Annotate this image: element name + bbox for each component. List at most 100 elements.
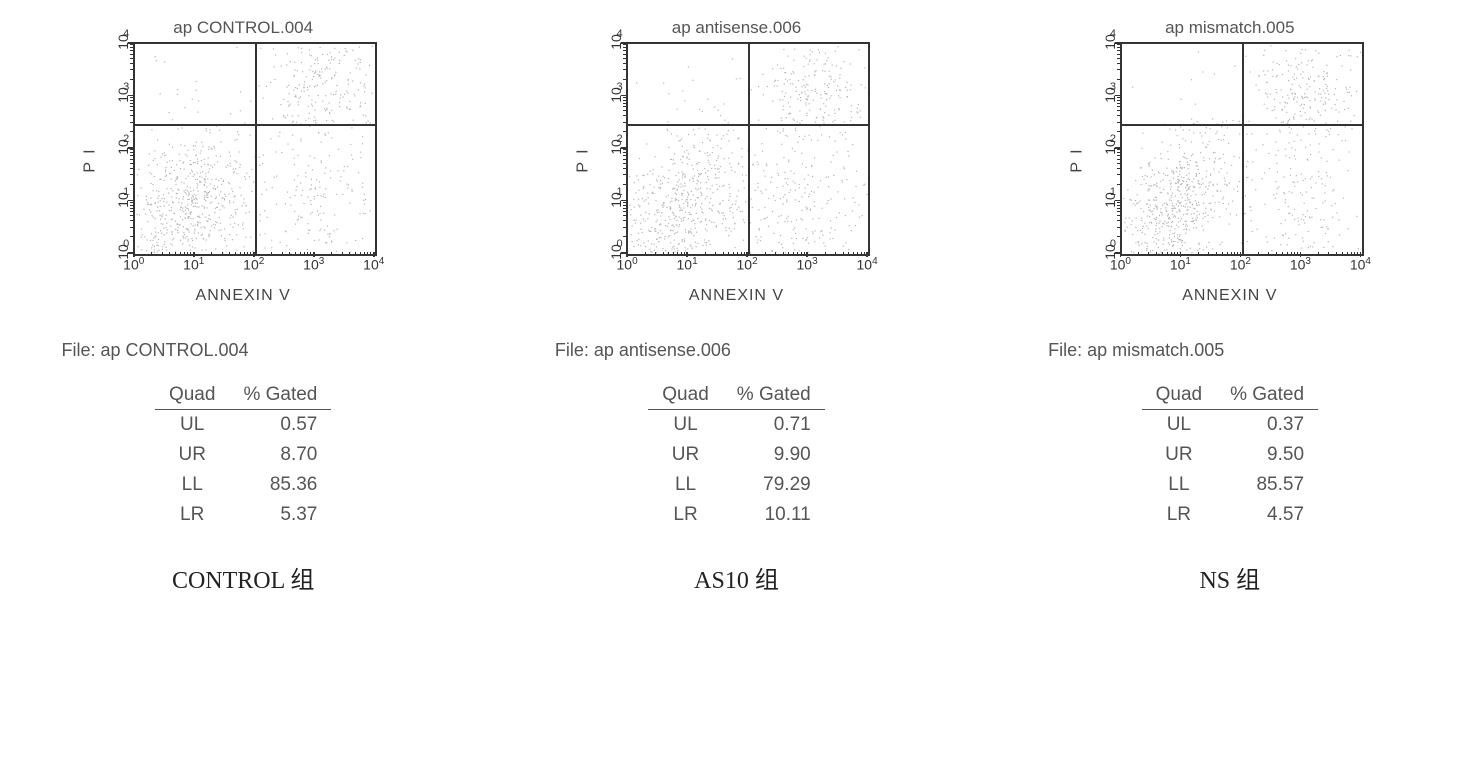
x-tick-mark [686, 252, 688, 257]
x-tick-mark [193, 252, 195, 257]
y-minor-tick [623, 106, 626, 107]
x-tick-label: 102 [243, 256, 264, 273]
x-tick-label: 103 [1290, 256, 1311, 273]
y-minor-tick [1117, 215, 1120, 216]
table-header-quad: Quad [1142, 381, 1216, 410]
x-minor-tick [360, 252, 361, 255]
y-minor-tick [623, 227, 626, 228]
plot-wrapper: ap mismatch.005 P I 10010110210310410010… [1060, 20, 1400, 300]
x-tick-mark [313, 252, 315, 257]
plot-title: ap antisense.006 [672, 18, 802, 38]
x-minor-tick [162, 252, 163, 255]
y-minor-tick [623, 215, 626, 216]
x-tick-mark [1120, 252, 1122, 257]
x-minor-tick [681, 252, 682, 255]
x-minor-tick [1162, 252, 1163, 255]
x-minor-tick [728, 252, 729, 255]
x-minor-tick [1354, 252, 1355, 255]
x-minor-tick [797, 252, 798, 255]
x-tick-mark [1240, 252, 1242, 257]
figure-container: ap CONTROL.004 P I 100101102103104100101… [37, 20, 1437, 595]
y-tick-exp: 4 [616, 28, 622, 40]
y-tick-mark [621, 200, 626, 202]
y-minor-tick [1117, 58, 1120, 59]
y-minor-tick [1117, 163, 1120, 164]
x-tick-label: 104 [1350, 256, 1371, 273]
y-minor-tick [623, 131, 626, 132]
y-minor-tick [623, 155, 626, 156]
y-minor-tick [130, 110, 133, 111]
y-minor-tick [623, 63, 626, 64]
y-minor-tick [623, 79, 626, 80]
x-tick-mark [373, 252, 375, 257]
plot-wrapper: ap CONTROL.004 P I 100101102103104100101… [73, 20, 413, 300]
y-minor-tick [130, 220, 133, 221]
y-tick-exp: 4 [1110, 28, 1116, 40]
x-minor-tick [848, 252, 849, 255]
x-minor-tick [1342, 252, 1343, 255]
quadrant-divider-vertical [748, 44, 750, 254]
x-minor-tick [151, 252, 152, 255]
x-minor-tick [864, 252, 865, 255]
x-minor-tick [1282, 252, 1283, 255]
x-minor-tick [733, 252, 734, 255]
y-minor-tick [623, 168, 626, 169]
x-minor-tick [861, 252, 862, 255]
y-tick-mark [128, 200, 133, 202]
y-minor-tick [130, 174, 133, 175]
y-minor-tick [623, 50, 626, 51]
y-minor-tick [1117, 63, 1120, 64]
x-minor-tick [1357, 252, 1358, 255]
y-minor-tick [1117, 69, 1120, 70]
y-minor-tick [623, 208, 626, 209]
y-minor-tick [130, 159, 133, 160]
x-minor-tick [1171, 252, 1172, 255]
x-minor-tick [349, 252, 350, 255]
y-minor-tick [130, 236, 133, 237]
y-tick-mark [128, 95, 133, 97]
y-minor-tick [1117, 227, 1120, 228]
table-header-quad: Quad [155, 381, 229, 410]
x-minor-tick [187, 252, 188, 255]
x-minor-tick [1156, 252, 1157, 255]
y-minor-tick [623, 58, 626, 59]
y-minor-tick [1117, 54, 1120, 55]
y-minor-tick [1117, 184, 1120, 185]
y-tick-mark [621, 42, 626, 44]
x-minor-tick [788, 252, 789, 255]
x-minor-tick [367, 252, 368, 255]
y-tick-mark [1115, 200, 1120, 202]
y-minor-tick [623, 163, 626, 164]
x-minor-tick [1231, 252, 1232, 255]
y-minor-tick [130, 50, 133, 51]
quadrant-divider-horizontal [1122, 124, 1362, 126]
y-tick-exp: 4 [123, 28, 129, 40]
y-minor-tick [623, 44, 626, 45]
scatter-plot-box [1120, 42, 1364, 256]
x-minor-tick [737, 252, 738, 255]
y-minor-tick [1117, 79, 1120, 80]
x-tick-mark [866, 252, 868, 257]
x-tick-mark [1360, 252, 1362, 257]
y-minor-tick [130, 63, 133, 64]
x-minor-tick [331, 252, 332, 255]
x-minor-tick [240, 252, 241, 255]
x-tick-label: 102 [736, 256, 757, 273]
x-tick-label: 102 [1230, 256, 1251, 273]
x-minor-tick [1268, 252, 1269, 255]
x-minor-tick [169, 252, 170, 255]
x-minor-tick [804, 252, 805, 255]
x-minor-tick [1237, 252, 1238, 255]
y-minor-tick [623, 149, 626, 150]
y-minor-tick [623, 220, 626, 221]
y-minor-tick [1117, 110, 1120, 111]
x-minor-tick [235, 252, 236, 255]
y-tick-exp: 0 [616, 238, 622, 250]
quadrant-divider-vertical [1242, 44, 1244, 254]
table-row: LL85.36 [155, 470, 331, 500]
plot-wrapper: ap antisense.006 P I 1001011021031041001… [566, 20, 906, 300]
quadrant-divider-horizontal [628, 124, 868, 126]
y-tick-mark [1115, 147, 1120, 149]
y-minor-tick [130, 122, 133, 123]
x-minor-tick [1351, 252, 1352, 255]
